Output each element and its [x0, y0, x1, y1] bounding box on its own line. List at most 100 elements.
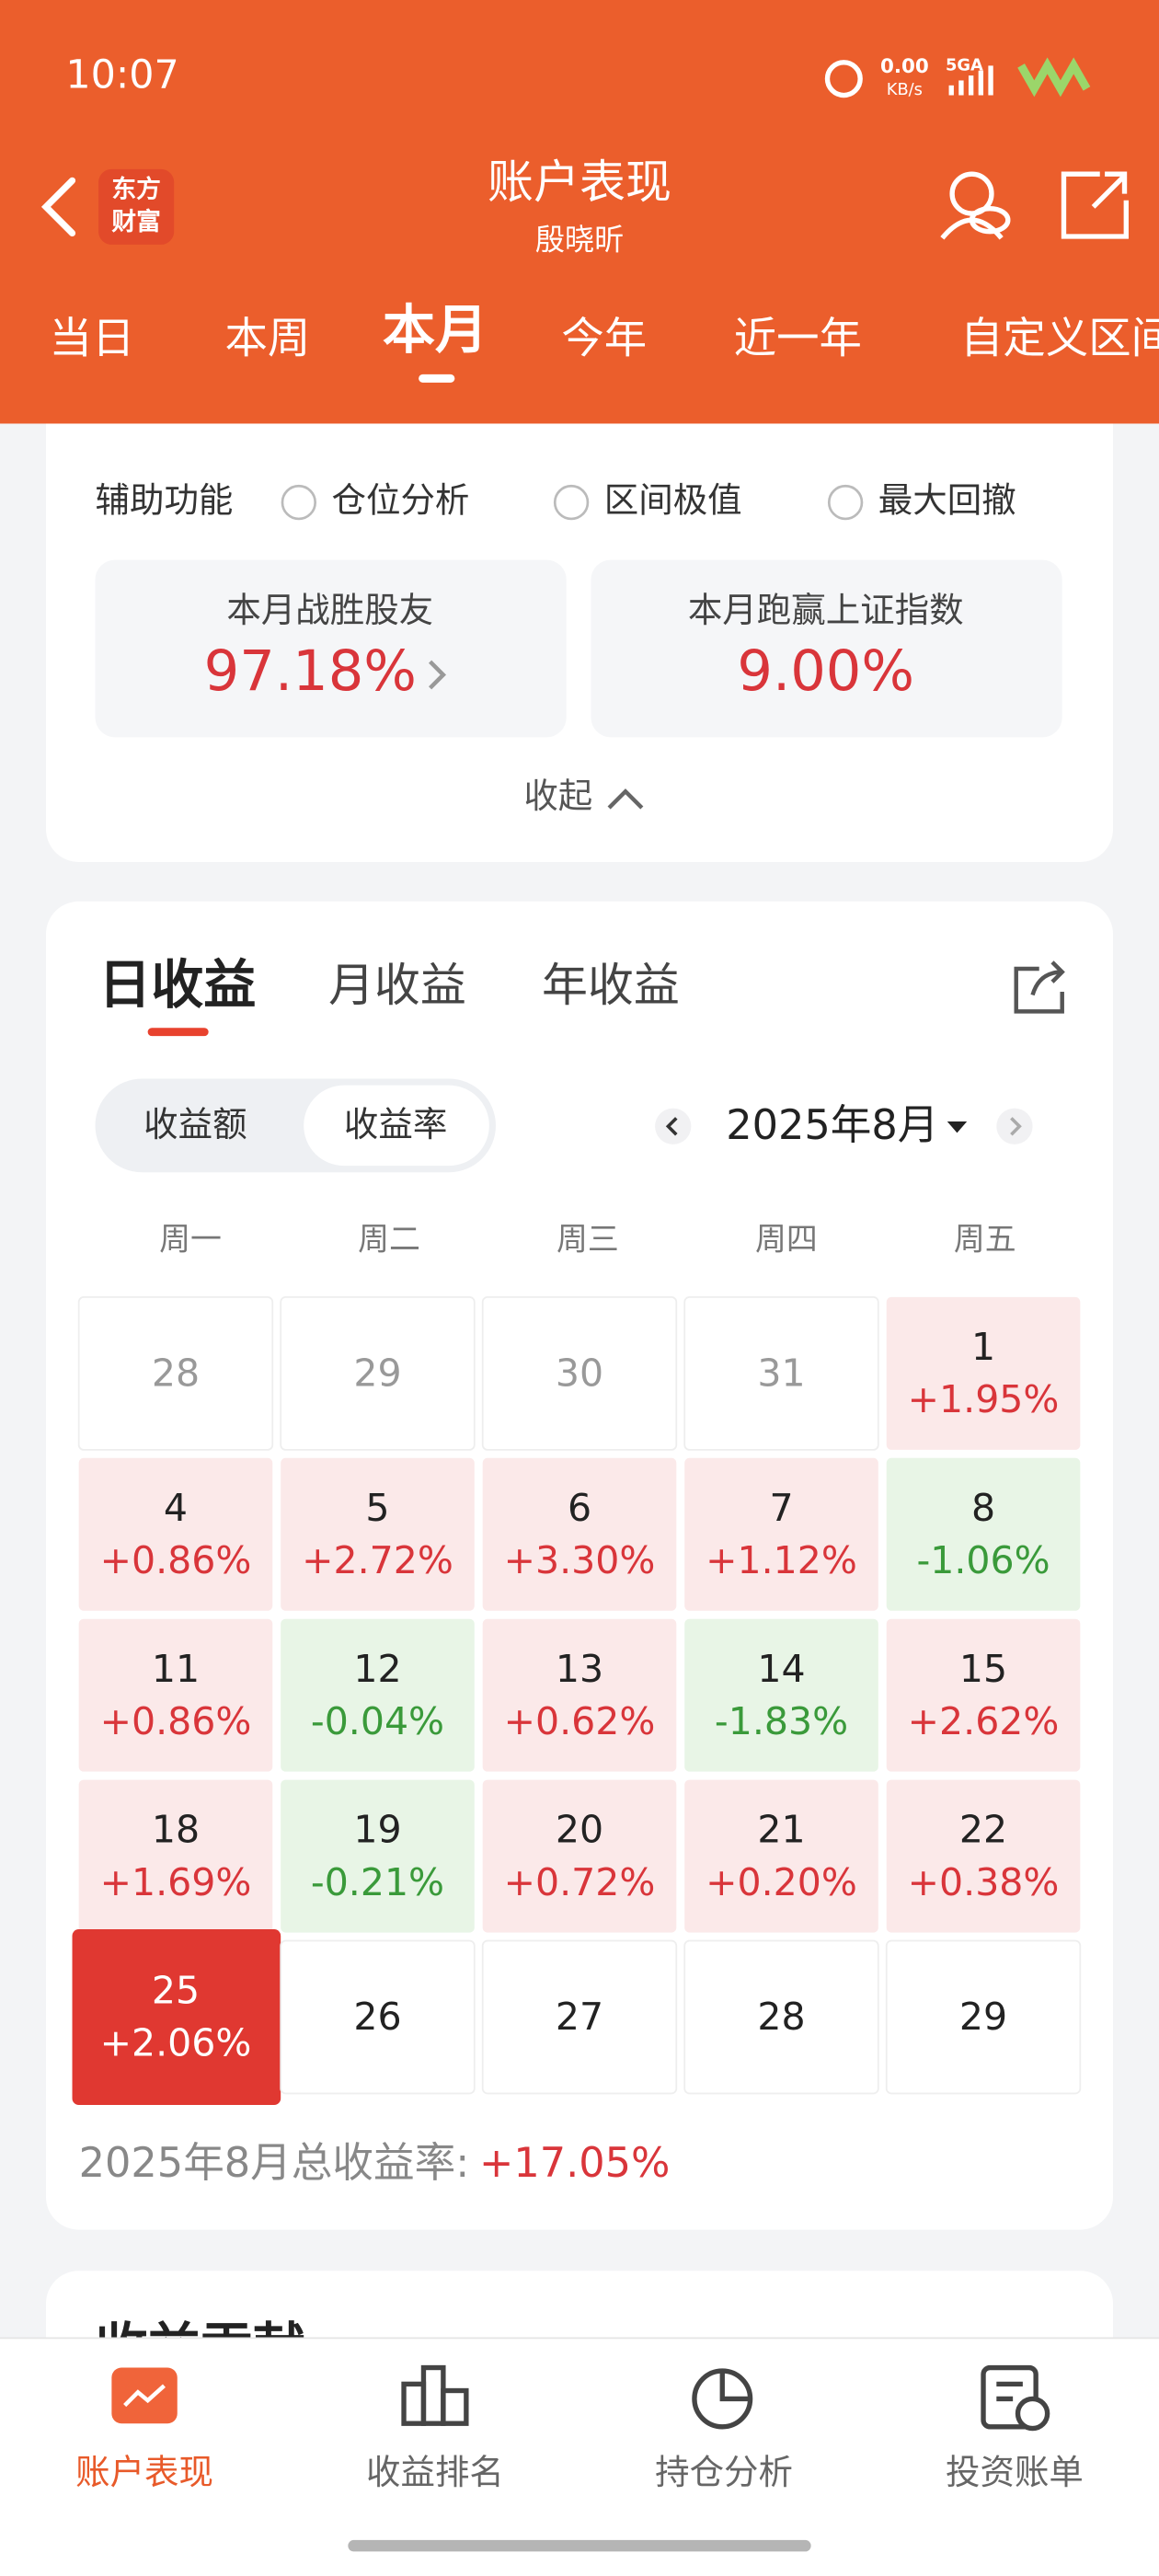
period-tab[interactable]: 当日 [50, 314, 135, 363]
calendar-day: 7 [769, 1486, 793, 1530]
aux-option[interactable]: 最大回撤 [878, 480, 1016, 521]
returns-tab[interactable]: 年收益 [542, 959, 680, 1012]
status-time: 10:07 [65, 52, 178, 98]
weekday: 周四 [755, 1222, 818, 1258]
next-month[interactable] [996, 1108, 1033, 1144]
bottom-nav [0, 2338, 1159, 2576]
calendar-cell[interactable] [280, 1939, 476, 2095]
calendar-cell[interactable] [481, 1296, 678, 1451]
calendar-day: 22 [959, 1808, 1007, 1852]
period-tab[interactable]: 今年 [561, 314, 647, 363]
returns-tab-indicator [147, 1028, 209, 1037]
nav-icon [981, 2364, 1050, 2432]
calendar-return: +0.62% [504, 1699, 656, 1743]
month-label[interactable]: 2025年8月 [726, 1101, 938, 1149]
period-tab[interactable]: 自定义区间 [960, 314, 1159, 363]
prev-month[interactable] [655, 1108, 692, 1144]
total-label: 2025年8月总收益率: [79, 2139, 470, 2187]
calendar-cell[interactable] [482, 1457, 677, 1611]
calendar-day: 15 [959, 1647, 1007, 1691]
stat-label: 本月跑赢上证指数 [688, 590, 964, 630]
export-icon[interactable] [1014, 960, 1065, 1014]
returns-tab[interactable]: 日收益 [98, 955, 256, 1016]
calendar-cell[interactable] [886, 1779, 1081, 1933]
radio[interactable] [553, 484, 590, 521]
calendar-return: +2.62% [908, 1699, 1060, 1743]
calendar-day: 19 [353, 1808, 401, 1852]
watch-icon[interactable] [940, 171, 1011, 240]
calendar-day: 14 [757, 1647, 805, 1691]
calendar-day: 29 [959, 1995, 1007, 2039]
battery-icon [1017, 57, 1091, 98]
calendar-return: +0.86% [100, 1538, 252, 1582]
collapse-button[interactable]: 收起 [523, 776, 592, 816]
logo-text: 东方 [111, 175, 161, 204]
collapse-icon [607, 788, 644, 810]
calendar-cell[interactable] [684, 1457, 878, 1611]
calendar-return: +0.86% [100, 1699, 252, 1743]
aux-card [45, 423, 1114, 862]
returns-tab[interactable]: 月收益 [328, 959, 466, 1012]
calendar-cell[interactable] [78, 1618, 273, 1772]
alarm-icon [824, 60, 863, 98]
calendar-cell[interactable] [281, 1457, 475, 1611]
month-dropdown[interactable] [947, 1121, 968, 1133]
nav-label[interactable]: 持仓分析 [655, 2452, 793, 2492]
nav-label[interactable]: 收益排名 [366, 2452, 504, 2492]
weekday: 周五 [954, 1222, 1016, 1258]
aux-option[interactable]: 仓位分析 [332, 480, 470, 521]
calendar-cell[interactable] [77, 1296, 274, 1451]
calendar-day: 11 [152, 1647, 200, 1691]
stat-value: 9.00% [737, 639, 914, 704]
calendar-cell[interactable] [683, 1296, 879, 1451]
back-button[interactable] [40, 177, 76, 236]
nav-label[interactable]: 投资账单 [946, 2452, 1084, 2492]
calendar-return: -1.06% [916, 1538, 1050, 1582]
calendar-cell[interactable] [280, 1296, 476, 1451]
stat-value: 97.18% [204, 639, 417, 704]
nav-label[interactable]: 账户表现 [75, 2452, 213, 2492]
period-tab[interactable]: 近一年 [734, 314, 862, 363]
calendar-cell[interactable] [885, 1939, 1082, 2095]
calendar-day: 20 [556, 1808, 603, 1852]
calendar-cell[interactable] [78, 1779, 273, 1933]
calendar-return: -1.83% [715, 1699, 848, 1743]
calendar-cell[interactable] [684, 1618, 878, 1772]
toggle-selected [304, 1085, 489, 1167]
calendar-day: 6 [568, 1486, 591, 1530]
calendar-return: +0.72% [504, 1860, 656, 1904]
calendar-return: -0.21% [311, 1860, 444, 1904]
calendar-cell[interactable] [481, 1939, 678, 2095]
toggle-option[interactable]: 收益率 [344, 1104, 447, 1144]
calendar-return: +2.72% [302, 1538, 453, 1582]
calendar-cell[interactable] [281, 1618, 475, 1772]
calendar-cell-selected[interactable] [72, 1929, 281, 2105]
calendar-cell[interactable] [684, 1779, 878, 1933]
period-tab[interactable]: 本周 [225, 314, 311, 363]
calendar-cell[interactable] [482, 1779, 677, 1933]
calendar-day: 18 [152, 1808, 200, 1852]
share-icon[interactable] [1061, 171, 1129, 239]
calendar-day: 8 [971, 1486, 995, 1530]
calendar-day: 4 [164, 1486, 188, 1530]
period-tab[interactable]: 本月 [383, 300, 488, 361]
calendar-cell[interactable] [886, 1457, 1081, 1611]
calendar-return: +3.30% [504, 1538, 656, 1582]
weekday: 周三 [557, 1222, 619, 1258]
radio[interactable] [281, 484, 317, 521]
calendar-return: -0.04% [311, 1699, 444, 1743]
calendar-cell[interactable] [78, 1457, 273, 1611]
calendar-cell[interactable] [886, 1296, 1081, 1450]
status-speed: 0.00 [880, 55, 929, 78]
nav-icon [401, 2364, 469, 2426]
calendar-cell[interactable] [281, 1779, 475, 1933]
toggle-option[interactable]: 收益额 [143, 1104, 247, 1144]
calendar-cell[interactable] [886, 1618, 1081, 1772]
calendar-cell[interactable] [482, 1618, 677, 1772]
home-indicator [348, 2539, 811, 2552]
radio[interactable] [827, 484, 864, 521]
next-icon [1010, 1117, 1022, 1136]
calendar-cell[interactable] [683, 1939, 879, 2095]
aux-option[interactable]: 区间极值 [604, 480, 742, 521]
